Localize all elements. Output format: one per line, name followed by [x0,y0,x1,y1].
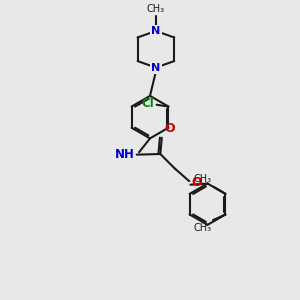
Text: NH: NH [116,148,135,161]
Text: CH₃: CH₃ [147,4,165,14]
Text: Cl: Cl [142,97,155,110]
Text: O: O [164,122,175,135]
Text: CH₃: CH₃ [193,223,211,233]
Text: CH₃: CH₃ [194,174,212,184]
Text: N: N [151,63,160,73]
Text: N: N [151,26,160,36]
Text: O: O [192,176,202,189]
